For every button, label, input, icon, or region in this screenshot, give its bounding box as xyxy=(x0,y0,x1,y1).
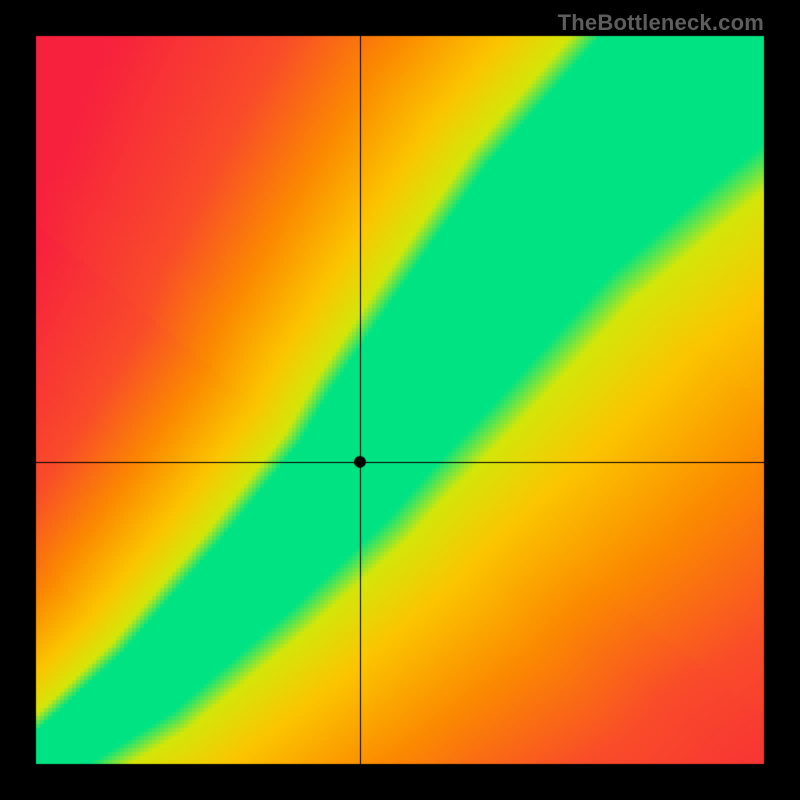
bottleneck-heatmap xyxy=(0,0,800,800)
chart-container: TheBottleneck.com xyxy=(0,0,800,800)
watermark-text: TheBottleneck.com xyxy=(558,10,764,36)
